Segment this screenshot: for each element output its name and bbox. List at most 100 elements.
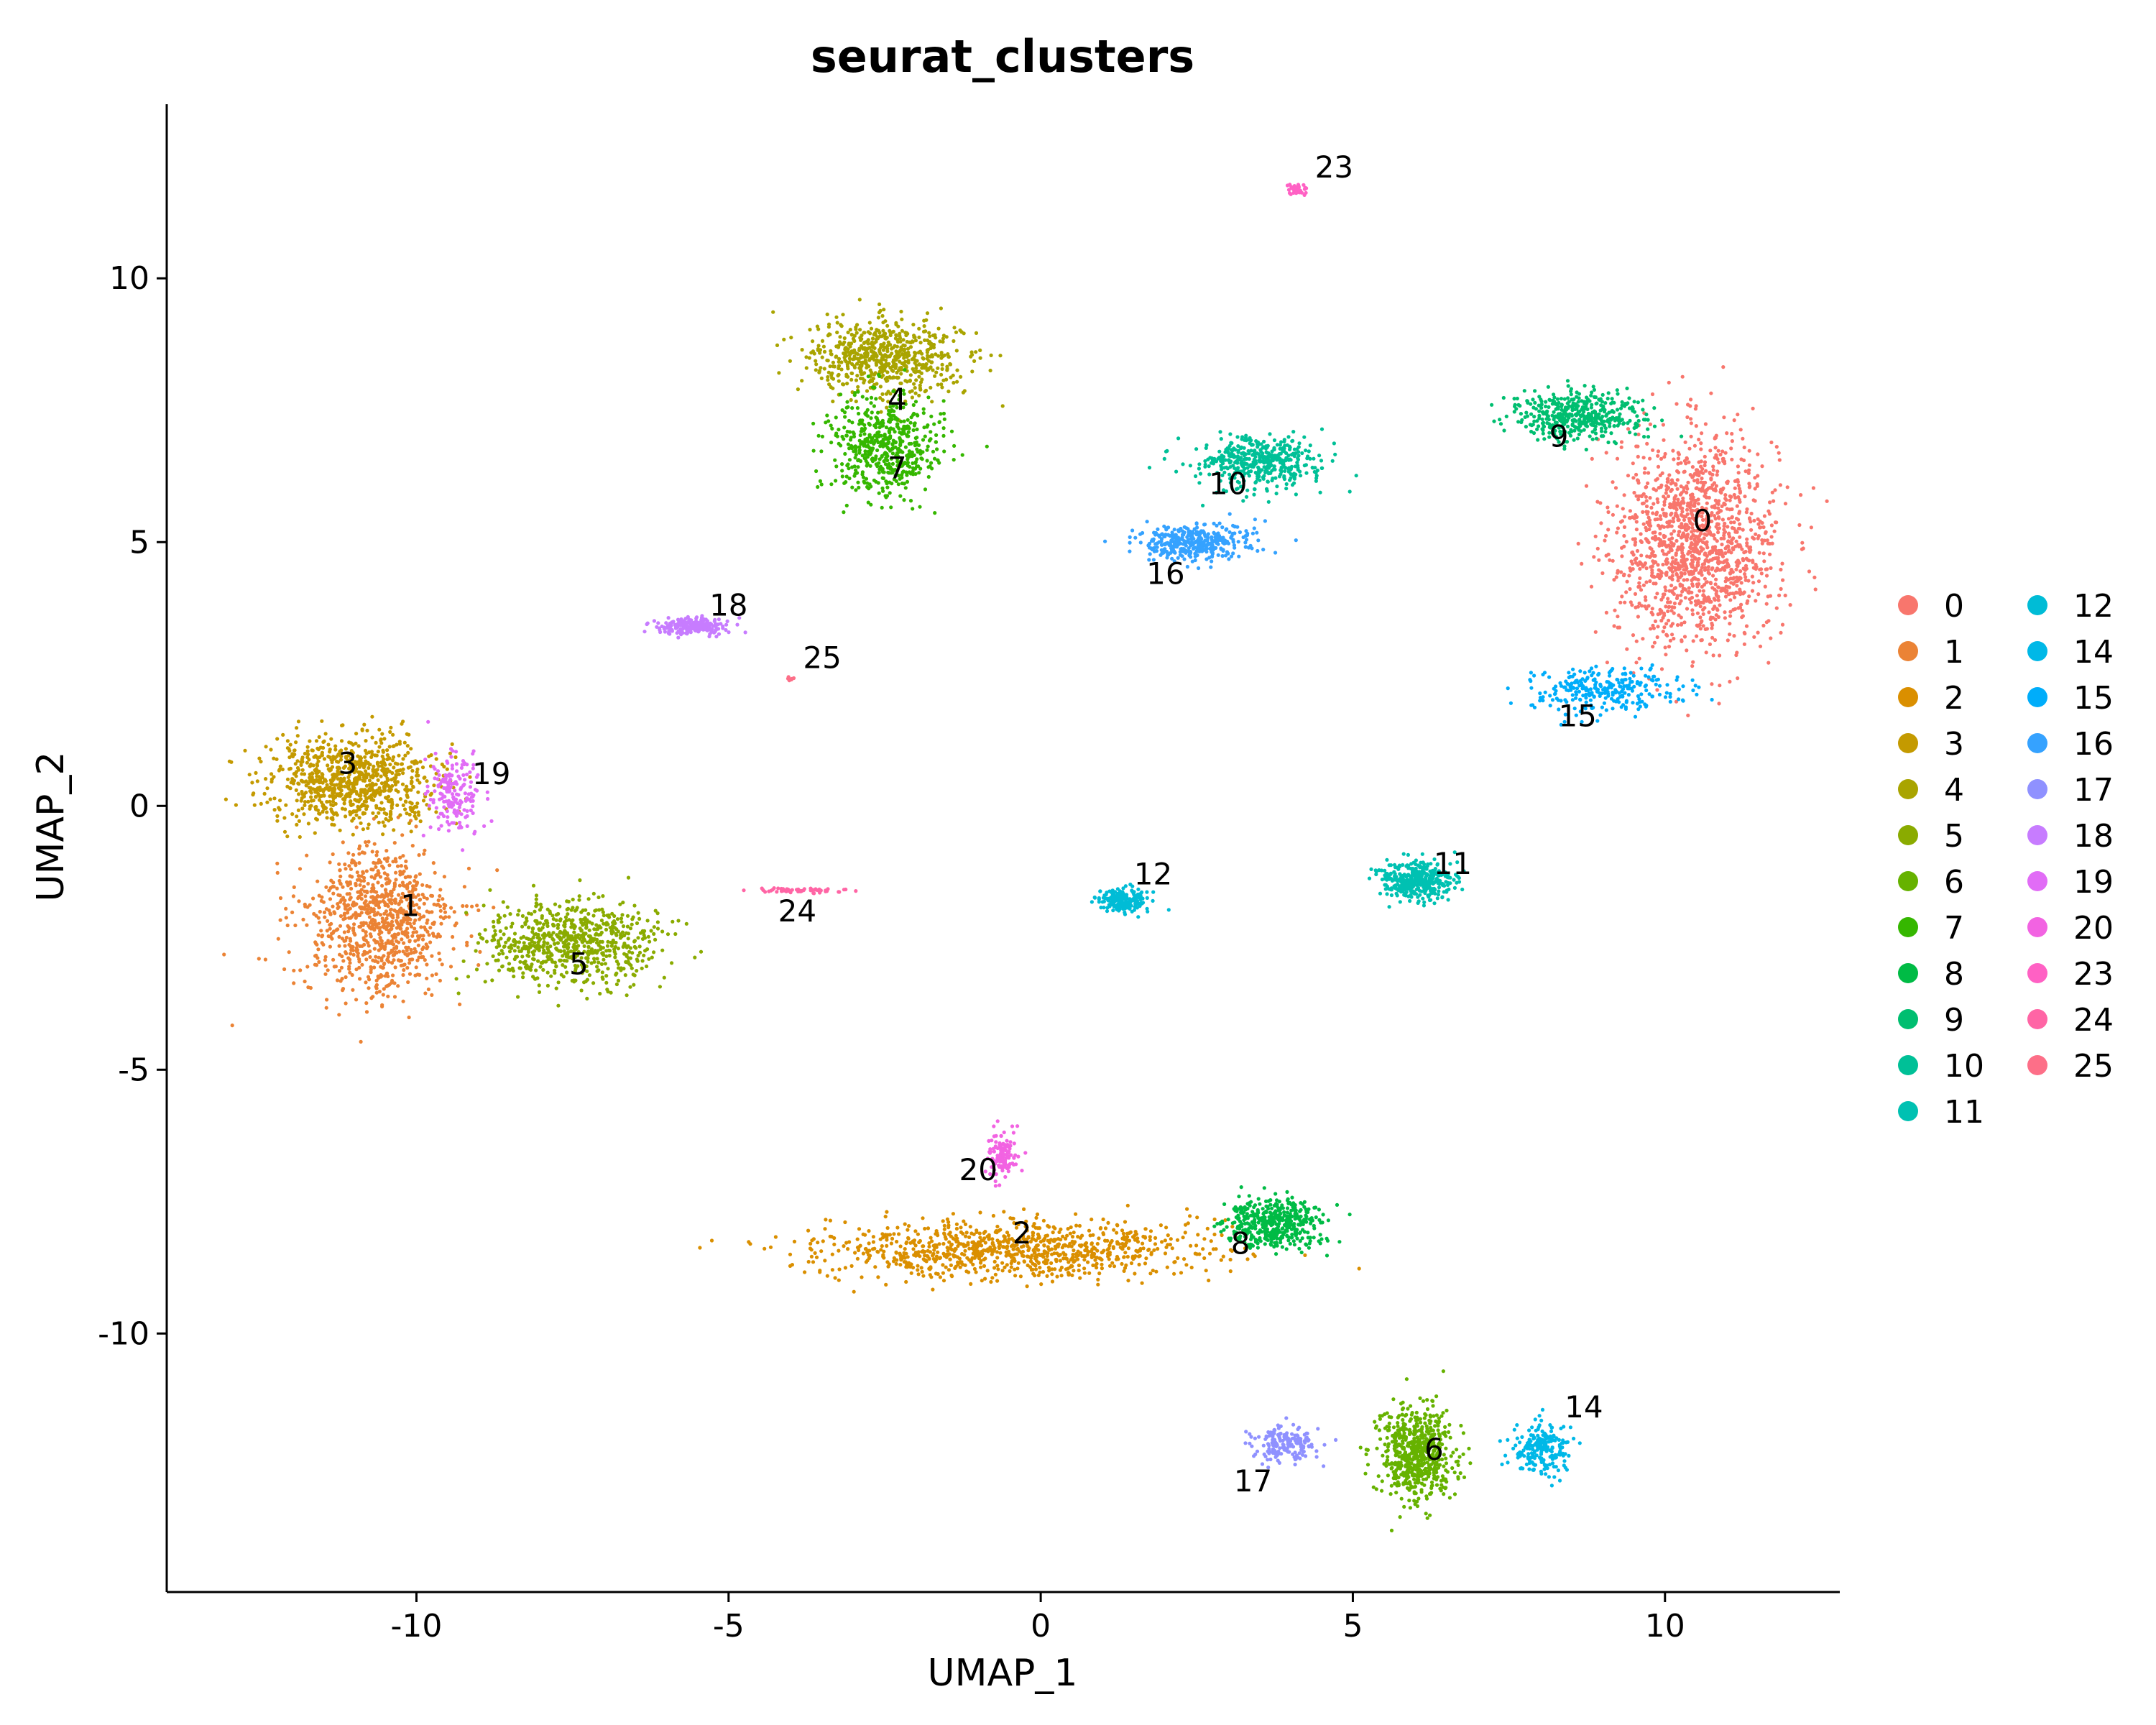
- scatter-point: [368, 921, 372, 925]
- scatter-point: [287, 767, 292, 771]
- scatter-point: [1779, 630, 1783, 635]
- scatter-point: [393, 901, 397, 905]
- scatter-point: [1756, 592, 1761, 597]
- scatter-point: [1050, 1272, 1054, 1276]
- scatter-point: [1654, 595, 1658, 599]
- scatter-point: [1160, 1240, 1164, 1244]
- scatter-point: [275, 819, 280, 823]
- scatter-point: [398, 813, 402, 817]
- scatter-point: [324, 1006, 328, 1010]
- scatter-point: [969, 1260, 973, 1264]
- scatter-point: [303, 979, 307, 984]
- scatter-point: [1679, 571, 1683, 575]
- scatter-point: [1082, 1266, 1087, 1271]
- scatter-point: [417, 935, 421, 939]
- scatter-point: [376, 911, 380, 915]
- scatter-point: [375, 925, 380, 929]
- scatter-point: [1636, 615, 1640, 619]
- scatter-point: [401, 803, 405, 807]
- scatter-point: [892, 1256, 896, 1260]
- scatter-point: [913, 351, 918, 355]
- scatter-point: [1663, 543, 1667, 548]
- scatter-point: [1737, 591, 1741, 595]
- scatter-point: [1656, 572, 1660, 576]
- scatter-point: [322, 739, 326, 743]
- scatter-point: [364, 1010, 369, 1014]
- scatter-point: [411, 930, 415, 934]
- scatter-point: [296, 808, 300, 812]
- scatter-point: [367, 986, 371, 990]
- scatter-point: [1679, 461, 1683, 465]
- scatter-point: [978, 1261, 983, 1265]
- scatter-point: [351, 988, 355, 992]
- scatter-point: [1144, 1256, 1148, 1261]
- scatter-point: [1703, 551, 1708, 556]
- scatter-point: [343, 944, 347, 948]
- scatter-point: [354, 813, 359, 817]
- scatter-point: [1639, 588, 1644, 592]
- scatter-point: [1760, 464, 1764, 469]
- scatter-point: [453, 755, 458, 760]
- scatter-point: [1736, 413, 1740, 417]
- scatter-point: [929, 385, 933, 390]
- scatter-point: [1107, 1264, 1112, 1268]
- scatter-point: [410, 768, 415, 773]
- scatter-point: [1729, 520, 1733, 525]
- scatter-point: [410, 760, 414, 764]
- scatter-point: [875, 354, 879, 359]
- scatter-point: [371, 811, 375, 815]
- scatter-point: [1663, 645, 1667, 650]
- scatter-point: [337, 862, 341, 866]
- scatter-point: [897, 1232, 901, 1236]
- scatter-point: [1606, 528, 1611, 532]
- scatter-point: [385, 958, 390, 962]
- scatter-point: [282, 967, 287, 972]
- scatter-point: [397, 958, 401, 962]
- scatter-point: [1701, 483, 1705, 487]
- scatter-point: [1004, 1250, 1008, 1254]
- scatter-point: [1672, 457, 1676, 461]
- scatter-point: [834, 354, 839, 359]
- scatter-point: [422, 901, 426, 906]
- scatter-point: [1723, 594, 1728, 599]
- scatter-point: [344, 975, 348, 980]
- scatter-point: [1648, 496, 1652, 500]
- scatter-point: [338, 914, 343, 919]
- scatter-point: [313, 831, 317, 835]
- scatter-point: [450, 742, 454, 746]
- scatter-point: [898, 1263, 903, 1267]
- scatter-point: [389, 927, 393, 932]
- scatter-point: [1025, 1254, 1030, 1259]
- scatter-point: [998, 354, 1003, 358]
- scatter-point: [227, 759, 231, 763]
- scatter-point: [1726, 525, 1730, 529]
- scatter-point: [1726, 517, 1731, 521]
- scatter-point: [838, 335, 842, 339]
- scatter-point: [437, 951, 441, 955]
- scatter-point: [309, 791, 313, 795]
- scatter-point: [1682, 620, 1687, 625]
- scatter-point: [378, 792, 382, 796]
- scatter-point: [1734, 653, 1738, 658]
- scatter-point: [333, 744, 338, 748]
- scatter-point: [360, 850, 364, 855]
- scatter-point: [362, 799, 367, 804]
- scatter-point: [1699, 569, 1703, 573]
- scatter-point: [1744, 510, 1749, 515]
- scatter-point: [890, 376, 895, 380]
- scatter-point: [425, 918, 430, 922]
- scatter-point: [902, 1260, 906, 1264]
- scatter-point: [451, 934, 455, 939]
- scatter-point: [374, 954, 378, 959]
- scatter-point: [983, 1256, 987, 1261]
- scatter-point: [412, 950, 416, 954]
- scatter-point: [1710, 472, 1715, 477]
- scatter-point: [1753, 499, 1757, 503]
- scatter-point: [1685, 487, 1690, 491]
- scatter-point: [933, 1258, 937, 1262]
- scatter-point: [1769, 535, 1774, 539]
- scatter-point: [978, 348, 982, 352]
- scatter-point: [1715, 469, 1720, 474]
- scatter-point: [1128, 1230, 1133, 1234]
- scatter-point: [1608, 558, 1612, 562]
